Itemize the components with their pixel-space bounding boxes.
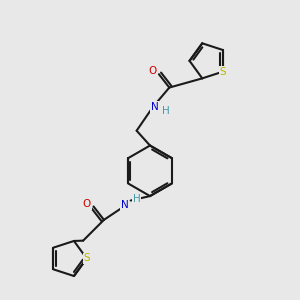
Text: N: N: [121, 200, 129, 210]
Text: H: H: [163, 106, 170, 116]
Text: N: N: [151, 102, 158, 112]
Text: O: O: [148, 66, 157, 76]
Text: S: S: [83, 254, 90, 263]
Text: H: H: [133, 194, 140, 204]
Text: O: O: [83, 199, 91, 209]
Text: S: S: [220, 67, 226, 77]
